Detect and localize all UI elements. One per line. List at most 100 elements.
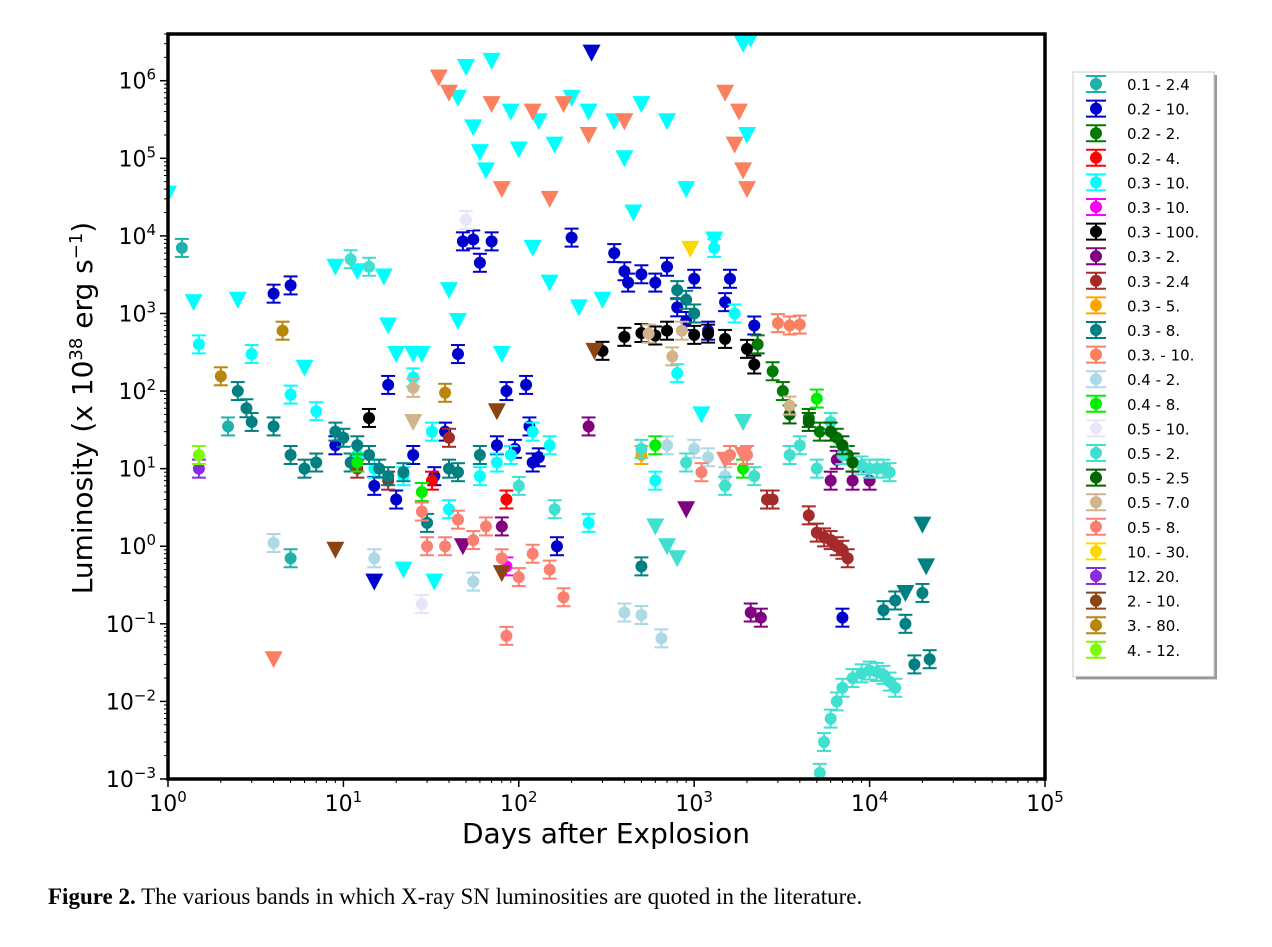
point-marker-0-4-2- xyxy=(655,632,668,645)
upper-limit-marker xyxy=(677,501,696,519)
point-marker-0-5-2- xyxy=(810,462,823,475)
data-point xyxy=(648,470,663,491)
upper-limit-marker xyxy=(184,294,203,312)
data-point xyxy=(556,587,571,608)
data-point xyxy=(648,435,663,456)
upper-limit-marker xyxy=(725,136,744,154)
data-point xyxy=(266,416,281,437)
point-marker-0-2-10- xyxy=(565,231,578,244)
caption-text: The various bands in which X-ray SN lumi… xyxy=(141,884,863,909)
point-marker-0-5-2- xyxy=(846,672,859,685)
point-marker-0-1-2-4 xyxy=(222,420,235,433)
upper-limit-marker xyxy=(394,561,413,579)
point-marker-0-4-8- xyxy=(810,392,823,405)
point-marker-0-3-10- xyxy=(407,371,420,384)
point-marker-0-5-2-5 xyxy=(846,456,859,469)
legend-marker xyxy=(1090,225,1102,238)
point-marker-0-5-7-0 xyxy=(675,324,688,337)
point-marker-0-3-8- xyxy=(373,462,386,475)
legend-label: 0.5 - 2.5 xyxy=(1127,470,1190,488)
legend-marker xyxy=(1090,274,1102,287)
upper-limit-marker xyxy=(168,185,177,203)
data-point xyxy=(191,334,206,355)
point-marker-0-2-10- xyxy=(724,272,737,285)
upper-limit-marker xyxy=(482,96,501,114)
legend-label: 3. - 80. xyxy=(1127,617,1180,635)
data-point xyxy=(782,315,797,336)
data-point xyxy=(283,384,298,405)
point-marker-0-5-2- xyxy=(363,260,376,273)
upper-limit-marker xyxy=(492,565,511,583)
data-point xyxy=(648,272,663,293)
point-marker-0-3-100- xyxy=(719,332,732,345)
data-point xyxy=(701,323,716,344)
upper-limit-marker xyxy=(624,204,643,222)
point-marker-0-5-2- xyxy=(883,466,896,479)
point-marker-0-2-10- xyxy=(622,276,635,289)
point-marker-0-3-10- xyxy=(543,439,556,452)
point-marker-0-2-4- xyxy=(426,474,439,487)
point-marker-0-3-10- xyxy=(783,319,796,332)
data-point xyxy=(660,320,675,341)
data-point xyxy=(309,452,324,473)
upper-limit-marker xyxy=(615,150,634,168)
data-point xyxy=(674,320,689,341)
upper-limit-marker xyxy=(523,239,542,257)
data-point xyxy=(740,338,755,359)
data-point xyxy=(297,458,312,479)
legend-marker xyxy=(1090,594,1102,607)
y-tick-label: 104 xyxy=(118,221,156,250)
data-point xyxy=(723,268,738,289)
point-marker-0-3-8- xyxy=(351,439,364,452)
data-point xyxy=(581,512,596,533)
legend-marker xyxy=(1090,324,1102,336)
upper-limit-marker xyxy=(615,113,634,131)
legend-marker xyxy=(1090,545,1102,558)
point-marker-0-3-2-4 xyxy=(841,552,854,565)
data-point xyxy=(466,571,481,592)
point-marker-0-2-2- xyxy=(776,385,789,398)
upper-limit-marker xyxy=(482,52,501,70)
point-marker-0-2-10- xyxy=(520,378,533,391)
point-marker-0-3-10- xyxy=(490,456,503,469)
point-marker-0-3-8- xyxy=(421,516,434,529)
data-point xyxy=(389,489,404,510)
legend-entry: 0.4 - 2. xyxy=(1086,370,1180,389)
data-point xyxy=(191,444,206,465)
data-point xyxy=(472,252,487,273)
y-tick-label: 106 xyxy=(118,66,156,95)
legend-label: 0.1 - 2.4 xyxy=(1127,76,1190,94)
x-tick-label: 101 xyxy=(325,788,363,817)
legend-entry: 10. - 30. xyxy=(1086,542,1190,561)
legend-entry: 4. - 12. xyxy=(1086,640,1180,660)
point-marker-3-80- xyxy=(439,386,452,399)
upper-limit-marker xyxy=(365,573,384,591)
data-point xyxy=(367,548,382,569)
point-marker-0-2-10- xyxy=(550,540,563,553)
data-point xyxy=(547,499,562,520)
point-marker-0-3-10- xyxy=(473,470,486,483)
data-point xyxy=(840,548,855,569)
point-marker-0-5-7-0 xyxy=(407,381,420,394)
legend-label: 0.3 - 8. xyxy=(1127,322,1180,340)
data-point xyxy=(641,323,656,344)
data-point xyxy=(442,427,457,448)
point-marker-0-3-8- xyxy=(908,658,921,671)
data-point xyxy=(420,536,435,557)
data-point xyxy=(489,435,504,456)
point-marker-0-3-10- xyxy=(771,317,784,330)
data-point xyxy=(542,559,557,580)
point-marker-0-3-8- xyxy=(382,470,395,483)
point-marker-3-80- xyxy=(214,370,227,383)
data-point xyxy=(503,444,518,465)
data-point xyxy=(634,604,649,625)
point-marker-0-5-7-0 xyxy=(642,327,655,340)
data-point xyxy=(525,421,540,442)
data-point xyxy=(343,249,358,270)
legend-entry: 0.1 - 2.4 xyxy=(1086,75,1190,94)
point-marker-0-5-7-0 xyxy=(783,399,796,412)
point-marker-0-2-10- xyxy=(671,301,684,314)
upper-limit-marker xyxy=(677,181,696,199)
point-marker-0-5-8- xyxy=(467,534,480,547)
point-marker-0-3-8- xyxy=(397,466,410,479)
